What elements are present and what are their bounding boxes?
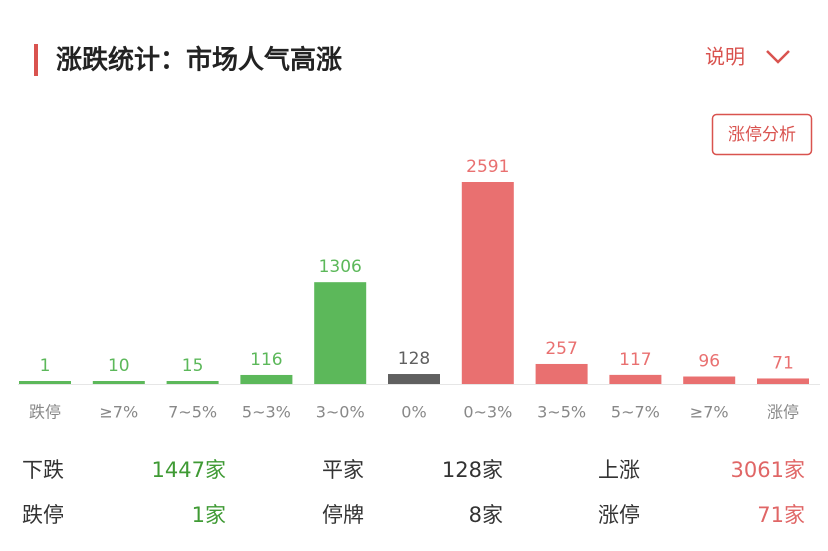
x-tick-label: 0~3%	[463, 403, 512, 422]
x-tick-label: 3~0%	[316, 403, 365, 422]
bar	[757, 378, 809, 384]
stat-label: 停牌	[322, 503, 364, 527]
x-tick-label: 7~5%	[168, 403, 217, 422]
stat-label: 上涨	[598, 458, 640, 482]
stat-label: 涨停	[598, 503, 640, 527]
stat-value: 128家	[441, 458, 503, 482]
bar	[166, 381, 219, 384]
x-tick-label: 跌停	[29, 403, 61, 422]
stat-value: 71家	[757, 503, 805, 527]
stat-value: 1447家	[151, 458, 226, 482]
x-tick-label: 5~3%	[242, 403, 291, 422]
bar	[683, 376, 736, 384]
x-tick-label: 3~5%	[537, 403, 586, 422]
stat-value: 8家	[468, 503, 503, 527]
x-tick-label: 0%	[401, 403, 426, 422]
bar	[92, 381, 145, 384]
bar	[240, 374, 293, 384]
bar	[388, 374, 440, 384]
x-tick-label: ≥7%	[690, 403, 729, 422]
bar	[609, 374, 662, 384]
stat-value: 3061家	[730, 458, 805, 482]
value-label: 1	[40, 356, 51, 376]
value-label: 128	[398, 349, 430, 369]
stat-label: 跌停	[22, 503, 64, 527]
value-label: 257	[545, 339, 577, 359]
x-tick-label: ≥7%	[99, 403, 138, 422]
x-tick-label: 涨停	[767, 403, 799, 422]
value-label: 10	[108, 356, 130, 376]
value-label: 71	[772, 353, 794, 373]
explain-link[interactable]: 说明	[705, 45, 745, 69]
value-label: 116	[250, 350, 282, 370]
stat-label: 平家	[322, 458, 364, 482]
bar	[19, 381, 71, 384]
bar	[314, 282, 367, 384]
value-label: 15	[182, 356, 204, 376]
button-frame[interactable]	[711, 113, 813, 156]
value-label: 2591	[466, 157, 509, 177]
value-label: 1306	[319, 257, 362, 277]
button-label[interactable]: 涨停分析	[728, 125, 796, 145]
bar	[461, 182, 514, 384]
title: 涨跌统计：市场人气高涨	[56, 45, 342, 76]
value-label: 96	[698, 352, 720, 372]
title-accent	[34, 44, 38, 76]
stat-value: 1家	[191, 503, 226, 527]
bar	[535, 363, 588, 384]
stat-label: 下跌	[22, 458, 64, 482]
value-label: 117	[619, 350, 651, 370]
chevron-icon[interactable]	[766, 50, 790, 64]
x-tick-label: 5~7%	[611, 403, 660, 422]
